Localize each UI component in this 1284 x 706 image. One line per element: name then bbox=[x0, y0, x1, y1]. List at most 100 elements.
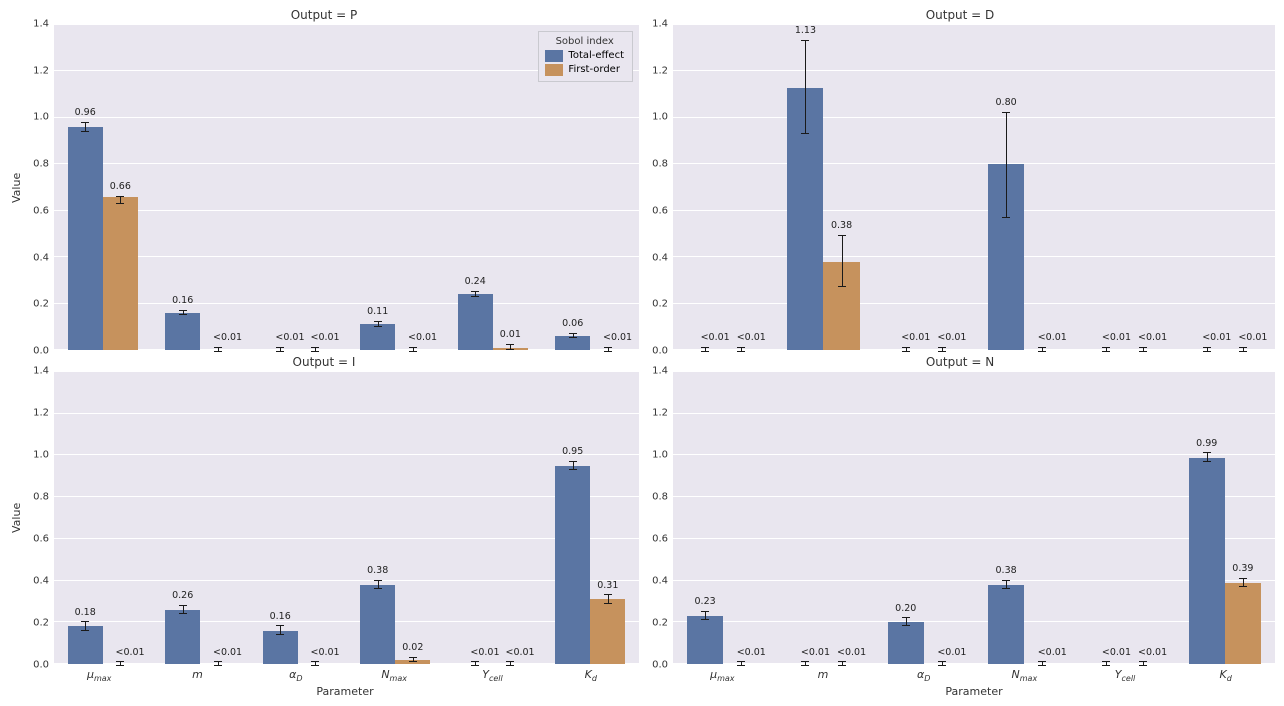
value-label: <0.01 bbox=[213, 332, 242, 343]
value-label: <0.01 bbox=[310, 332, 339, 343]
y-axis: 0.00.20.40.60.81.01.21.4 bbox=[644, 24, 672, 351]
y-tick: 0.6 bbox=[652, 534, 668, 545]
bar-group: <0.01<0.01 bbox=[1074, 372, 1174, 664]
y-tick: 0.4 bbox=[652, 576, 668, 587]
error-cap bbox=[471, 665, 479, 666]
error-cap bbox=[1139, 347, 1147, 348]
value-label: <0.01 bbox=[1138, 332, 1167, 343]
error-cap bbox=[1102, 661, 1110, 662]
y-tick: 0.2 bbox=[652, 618, 668, 629]
x-tick: Kd bbox=[542, 665, 640, 685]
error-cap bbox=[938, 351, 946, 352]
error-cap bbox=[801, 40, 809, 41]
chart-panel: Output = D0.00.20.40.60.81.01.21.4<0.01<… bbox=[644, 8, 1276, 351]
x-axis-label: Parameter bbox=[672, 685, 1276, 698]
value-label: 0.02 bbox=[402, 642, 423, 653]
value-label: <0.01 bbox=[837, 647, 866, 658]
chart-panel: Output = PValue0.00.20.40.60.81.01.21.4S… bbox=[8, 8, 640, 351]
error-cap bbox=[1239, 347, 1247, 348]
error-cap bbox=[409, 347, 417, 348]
error-cap bbox=[1239, 578, 1247, 579]
plot-wrap: Value0.00.20.40.60.81.01.21.40.18<0.010.… bbox=[8, 371, 640, 665]
error-cap bbox=[374, 321, 382, 322]
error-cap bbox=[1239, 351, 1247, 352]
error-cap bbox=[409, 661, 417, 662]
x-tick: m bbox=[773, 665, 874, 685]
error-cap bbox=[311, 661, 319, 662]
y-tick: 0.0 bbox=[652, 660, 668, 671]
bar-group: 0.26<0.01 bbox=[152, 372, 250, 664]
error-cap bbox=[214, 351, 222, 352]
bar-group: <0.01<0.01 bbox=[773, 372, 873, 664]
value-label: <0.01 bbox=[603, 332, 632, 343]
error-cap bbox=[179, 605, 187, 606]
error-cap bbox=[1038, 665, 1046, 666]
error-cap bbox=[569, 469, 577, 470]
error-cap bbox=[276, 634, 284, 635]
y-axis-label: Value bbox=[8, 24, 25, 351]
plot-area: 0.23<0.01<0.01<0.010.20<0.010.38<0.01<0.… bbox=[672, 371, 1276, 665]
error-cap bbox=[737, 661, 745, 662]
error-cap bbox=[81, 621, 89, 622]
error-cap bbox=[1038, 351, 1046, 352]
y-axis: 0.00.20.40.60.81.01.21.4 bbox=[25, 24, 53, 351]
error-cap bbox=[838, 235, 846, 236]
value-label: <0.01 bbox=[901, 332, 930, 343]
error-cap bbox=[81, 131, 89, 132]
y-tick: 0.6 bbox=[33, 534, 49, 545]
x-tick: Ycell bbox=[1075, 665, 1176, 685]
legend-label: Total-effect bbox=[568, 49, 624, 63]
error-cap bbox=[801, 661, 809, 662]
error-cap bbox=[1139, 351, 1147, 352]
y-tick: 1.4 bbox=[33, 19, 49, 30]
error-cap bbox=[179, 314, 187, 315]
value-label: 0.24 bbox=[465, 276, 486, 287]
bar-total-effect bbox=[687, 616, 723, 664]
value-label: <0.01 bbox=[937, 647, 966, 658]
error-cap bbox=[214, 665, 222, 666]
bar-group: <0.01 <0.01 bbox=[249, 25, 347, 350]
y-tick: 0.6 bbox=[33, 205, 49, 216]
bar-first-order bbox=[1225, 583, 1261, 664]
y-tick: 0.4 bbox=[33, 252, 49, 263]
error-cap bbox=[506, 661, 514, 662]
value-label: 0.95 bbox=[562, 446, 583, 457]
error-cap bbox=[902, 347, 910, 348]
y-tick: 1.4 bbox=[652, 19, 668, 30]
error-cap bbox=[116, 661, 124, 662]
bar-group: 1.130.38 bbox=[773, 25, 873, 350]
error-bar bbox=[1006, 113, 1007, 217]
error-cap bbox=[374, 580, 382, 581]
error-cap bbox=[801, 133, 809, 134]
value-label: <0.01 bbox=[505, 647, 534, 658]
error-cap bbox=[701, 351, 709, 352]
error-cap bbox=[179, 613, 187, 614]
error-cap bbox=[701, 619, 709, 620]
value-label: <0.01 bbox=[275, 332, 304, 343]
bar-group: <0.01<0.01 bbox=[1074, 25, 1174, 350]
error-cap bbox=[506, 665, 514, 666]
bar-group: 0.16<0.01 bbox=[152, 25, 250, 350]
error-cap bbox=[214, 661, 222, 662]
value-label: <0.01 bbox=[1038, 332, 1067, 343]
value-label: <0.01 bbox=[1102, 647, 1131, 658]
x-tick: m bbox=[148, 665, 246, 685]
error-cap bbox=[737, 347, 745, 348]
bar-total-effect bbox=[988, 585, 1024, 664]
value-label: <0.01 bbox=[1238, 332, 1267, 343]
bar-total-effect bbox=[68, 626, 103, 664]
error-cap bbox=[902, 351, 910, 352]
error-cap bbox=[604, 351, 612, 352]
plot-wrap: 0.00.20.40.60.81.01.21.4<0.01<0.011.130.… bbox=[644, 24, 1276, 351]
error-cap bbox=[604, 347, 612, 348]
error-cap bbox=[311, 351, 319, 352]
error-cap bbox=[569, 337, 577, 338]
error-cap bbox=[81, 122, 89, 123]
panel-title: Output = P bbox=[8, 8, 640, 22]
legend-item: First-order bbox=[545, 63, 624, 77]
error-cap bbox=[506, 344, 514, 345]
value-label: 0.96 bbox=[75, 107, 96, 118]
error-cap bbox=[409, 657, 417, 658]
bar-group: 0.23<0.01 bbox=[673, 372, 773, 664]
error-cap bbox=[409, 351, 417, 352]
